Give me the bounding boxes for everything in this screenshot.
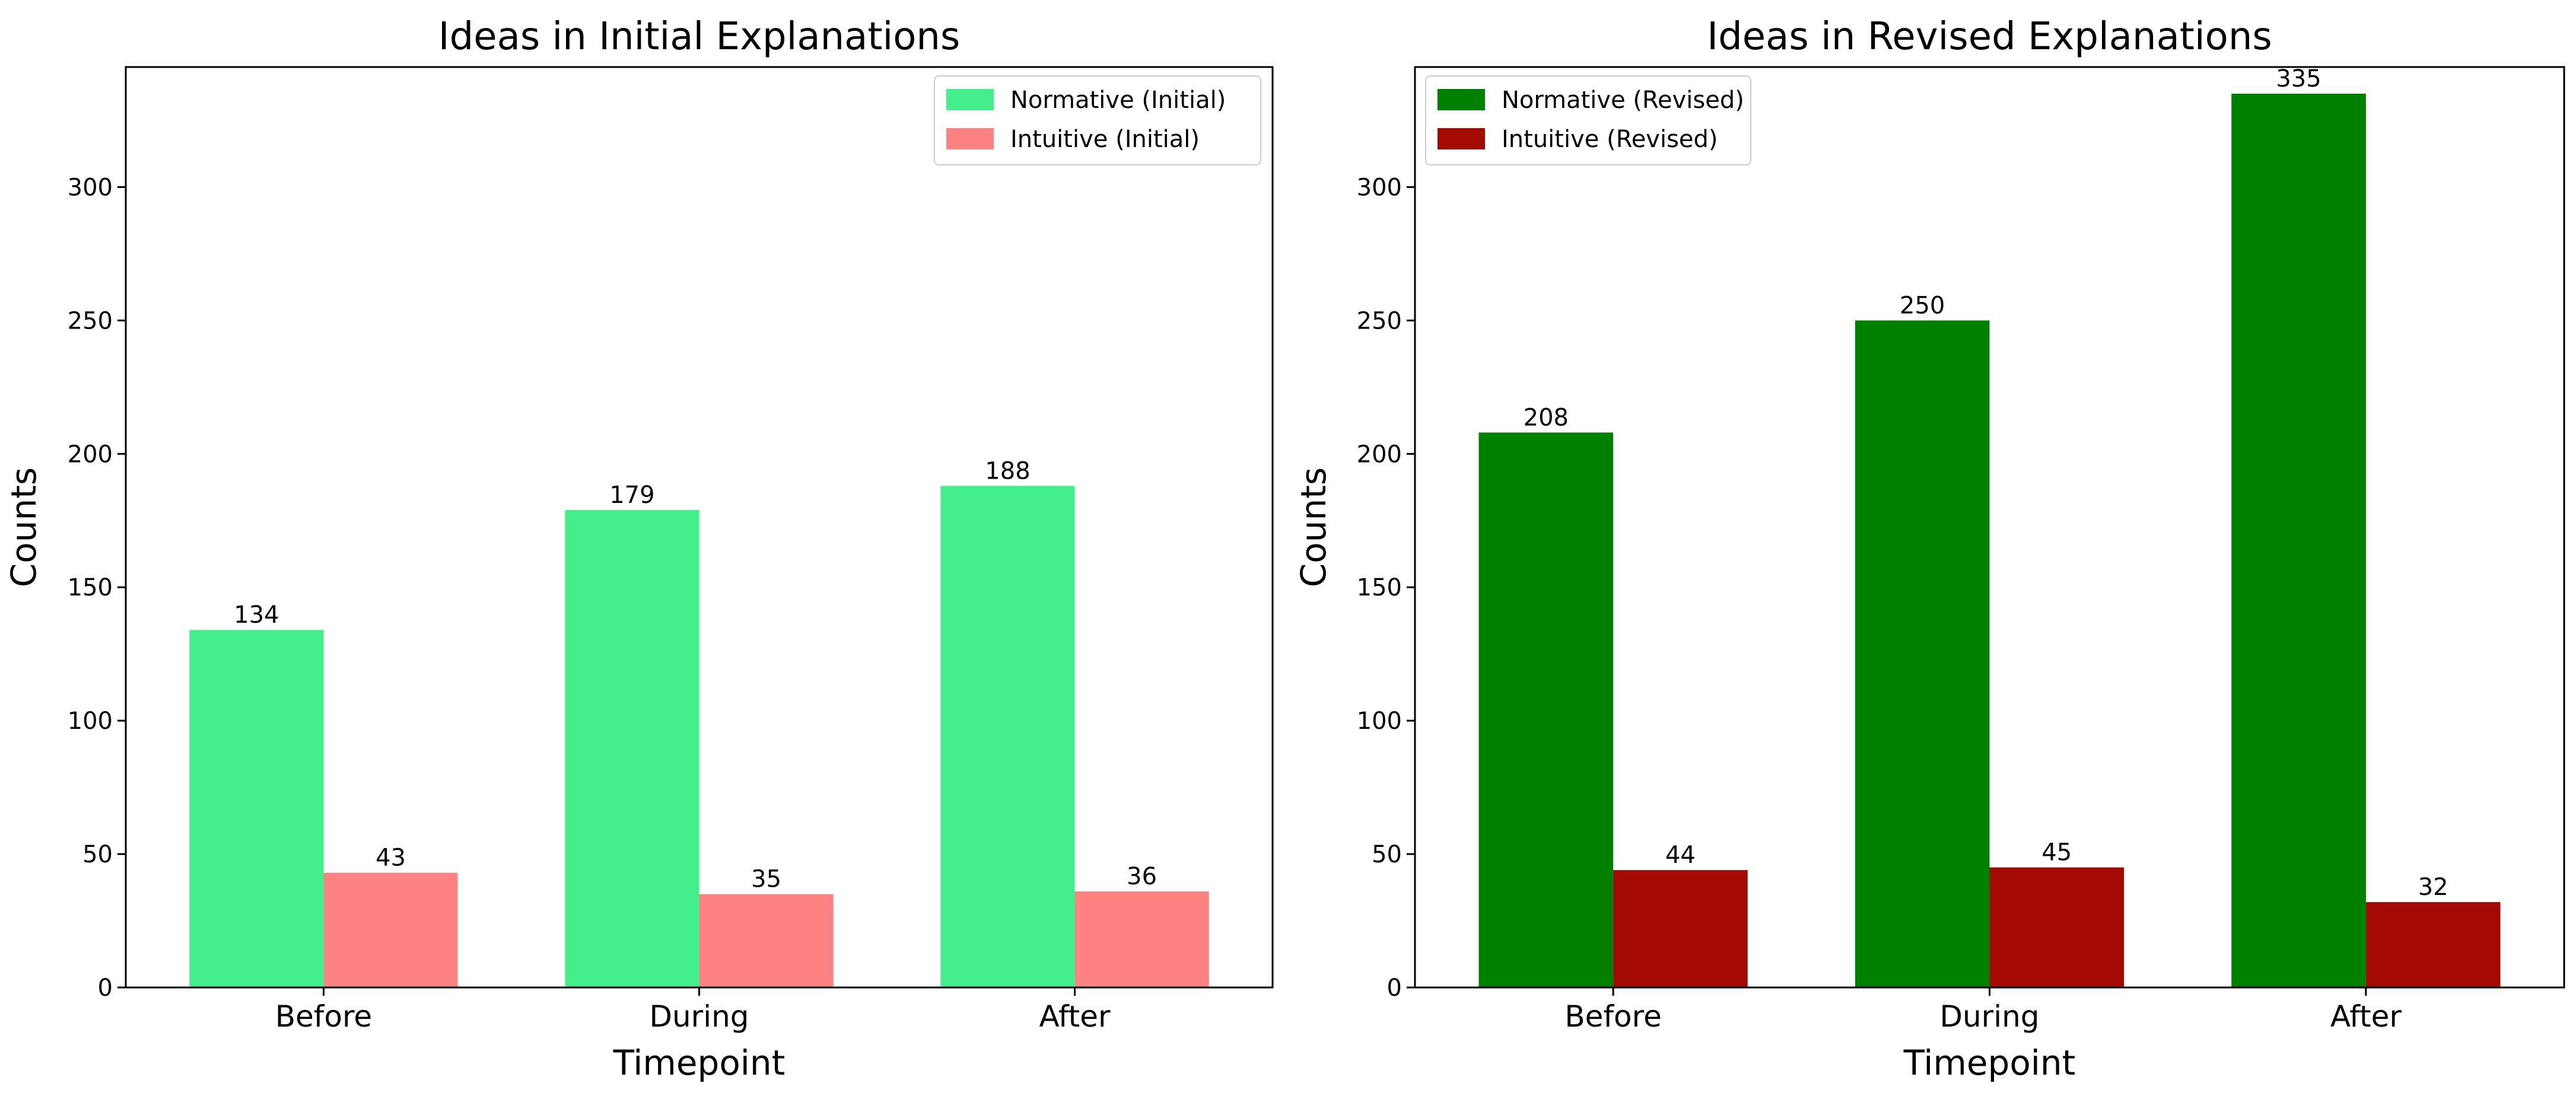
legend-box	[934, 75, 1261, 165]
bar-normative-initial-during	[565, 509, 699, 987]
bar-intuitive-initial-before	[323, 872, 458, 987]
y-tick-label: 0	[98, 974, 113, 1002]
bar-value-label: 45	[2041, 839, 2072, 866]
bar-value-label: 35	[751, 866, 781, 893]
bar-intuitive-revised-after	[2365, 902, 2501, 987]
x-tick-label: Before	[275, 999, 372, 1034]
chart-title: Ideas in Revised Explanations	[1707, 15, 2272, 59]
x-axis-label: Timepoint	[613, 1043, 785, 1083]
legend-label: Normative (Initial)	[1010, 87, 1226, 114]
bar-value-label: 335	[2276, 65, 2321, 93]
bar-value-label: 188	[985, 457, 1030, 485]
bar-value-label: 43	[376, 845, 406, 872]
bar-value-label: 32	[2418, 874, 2448, 901]
bar-value-label: 134	[234, 601, 279, 629]
bar-normative-initial-before	[189, 630, 324, 987]
y-tick-label: 0	[1387, 974, 1402, 1002]
x-axis-label: Timepoint	[1903, 1043, 2076, 1083]
bar-normative-initial-after	[940, 486, 1075, 987]
x-tick-label: After	[1039, 999, 1111, 1034]
y-tick-label: 50	[82, 841, 113, 868]
legend-box	[1425, 75, 1751, 165]
bar-value-label: 179	[609, 482, 654, 509]
bar-value-label: 36	[1127, 863, 1157, 890]
legend: Normative (Initial) Intuitive (Initial)	[934, 75, 1261, 165]
y-tick-label: 150	[68, 574, 113, 601]
legend-swatch	[1438, 128, 1485, 149]
bar-intuitive-initial-during	[699, 894, 834, 987]
x-tick-label: After	[2330, 999, 2402, 1034]
bar-value-label: 250	[1900, 292, 1945, 319]
y-tick-label: 300	[68, 174, 113, 201]
x-tick-label: During	[1939, 999, 2039, 1034]
bar-value-label: 44	[1665, 842, 1696, 869]
legend-label: Intuitive (Revised)	[1502, 126, 1718, 153]
legend-swatch	[1438, 89, 1485, 110]
y-axis-label: Counts	[1293, 467, 1334, 587]
legend-label: Normative (Revised)	[1502, 87, 1744, 114]
bar-normative-revised-during	[1855, 320, 1990, 987]
legend-swatch	[946, 128, 994, 149]
y-tick-label: 250	[1357, 307, 1402, 334]
y-tick-label: 200	[68, 441, 113, 468]
y-tick-label: 300	[1357, 174, 1402, 201]
chart-title: Ideas in Initial Explanations	[438, 15, 961, 59]
bar-normative-revised-before	[1478, 432, 1614, 987]
bar-intuitive-initial-after	[1074, 891, 1209, 987]
y-tick-label: 150	[1357, 574, 1402, 601]
y-axis-label: Counts	[4, 467, 44, 587]
x-tick-label: During	[649, 999, 749, 1034]
legend-label: Intuitive (Initial)	[1010, 126, 1200, 153]
chart-panel-1: 134 179 188 43 35 36 0 50 100 150 200 250 300 Before D…	[4, 15, 1274, 1083]
x-tick-label: Before	[1564, 999, 1661, 1034]
y-tick-label: 50	[1372, 841, 1402, 868]
bar-normative-revised-after	[2231, 93, 2366, 988]
bar-value-label: 208	[1524, 404, 1569, 431]
y-tick-label: 200	[1357, 441, 1402, 468]
y-tick-label: 250	[68, 307, 113, 334]
y-tick-label: 100	[68, 708, 113, 735]
bar-intuitive-revised-during	[1989, 867, 2125, 987]
chart-panel-2: 208 250 335 44 45 32 0 50 100 150 200 250 300 Before D…	[1293, 15, 2565, 1083]
legend: Normative (Revised) Intuitive (Revised)	[1425, 75, 1751, 165]
y-tick-label: 100	[1357, 708, 1402, 735]
bar-intuitive-revised-before	[1613, 870, 1748, 987]
legend-swatch	[946, 89, 994, 110]
